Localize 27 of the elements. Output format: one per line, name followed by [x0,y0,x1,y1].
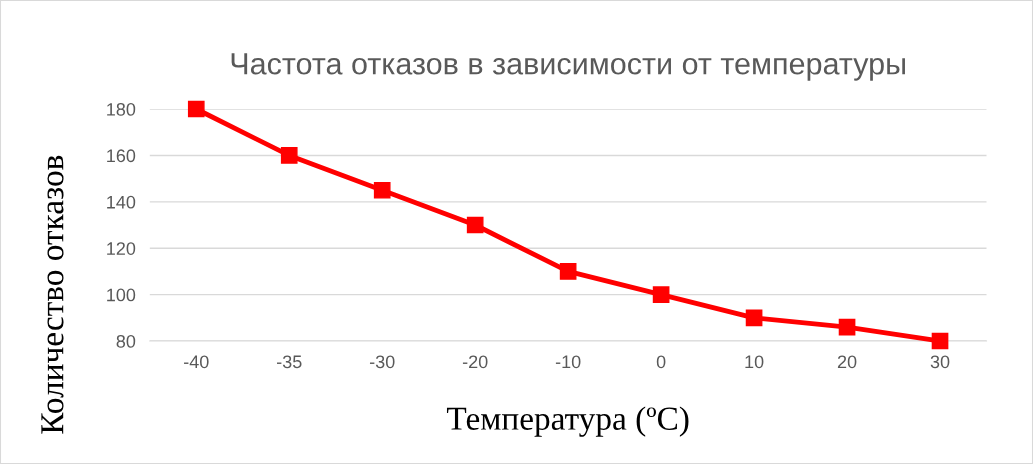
point [931,332,949,350]
chart-title: Частота отказов в зависимости от температуры [231,53,905,81]
x-tick-label: 10 [745,355,764,369]
y-tick-label: 120 [107,242,136,255]
x-tick-label: 0 [656,355,666,369]
x-tick-label: -10 [555,355,581,369]
point [280,147,298,164]
x-axis-title: Температура (ºC) [446,406,689,437]
point [466,216,484,234]
x-tick-label: 20 [837,355,857,369]
x-tick-label: -35 [276,355,302,369]
y-tick-label: 100 [107,288,136,302]
y-tick-label: 180 [107,102,136,116]
x-tick-label: -30 [369,355,395,369]
y-tick-label: 160 [107,149,136,163]
point [838,318,856,336]
y-axis-title: Количество отказов [41,155,64,434]
y-tick-label: 80 [116,334,136,348]
x-tick-label: 30 [930,355,950,369]
point [745,309,763,327]
point [559,263,577,280]
point [373,181,391,199]
x-tick-label: -20 [462,355,488,369]
point [652,286,670,303]
y-tick-label: 140 [107,195,136,209]
x-tick-label: -40 [184,355,209,369]
point [187,100,205,118]
